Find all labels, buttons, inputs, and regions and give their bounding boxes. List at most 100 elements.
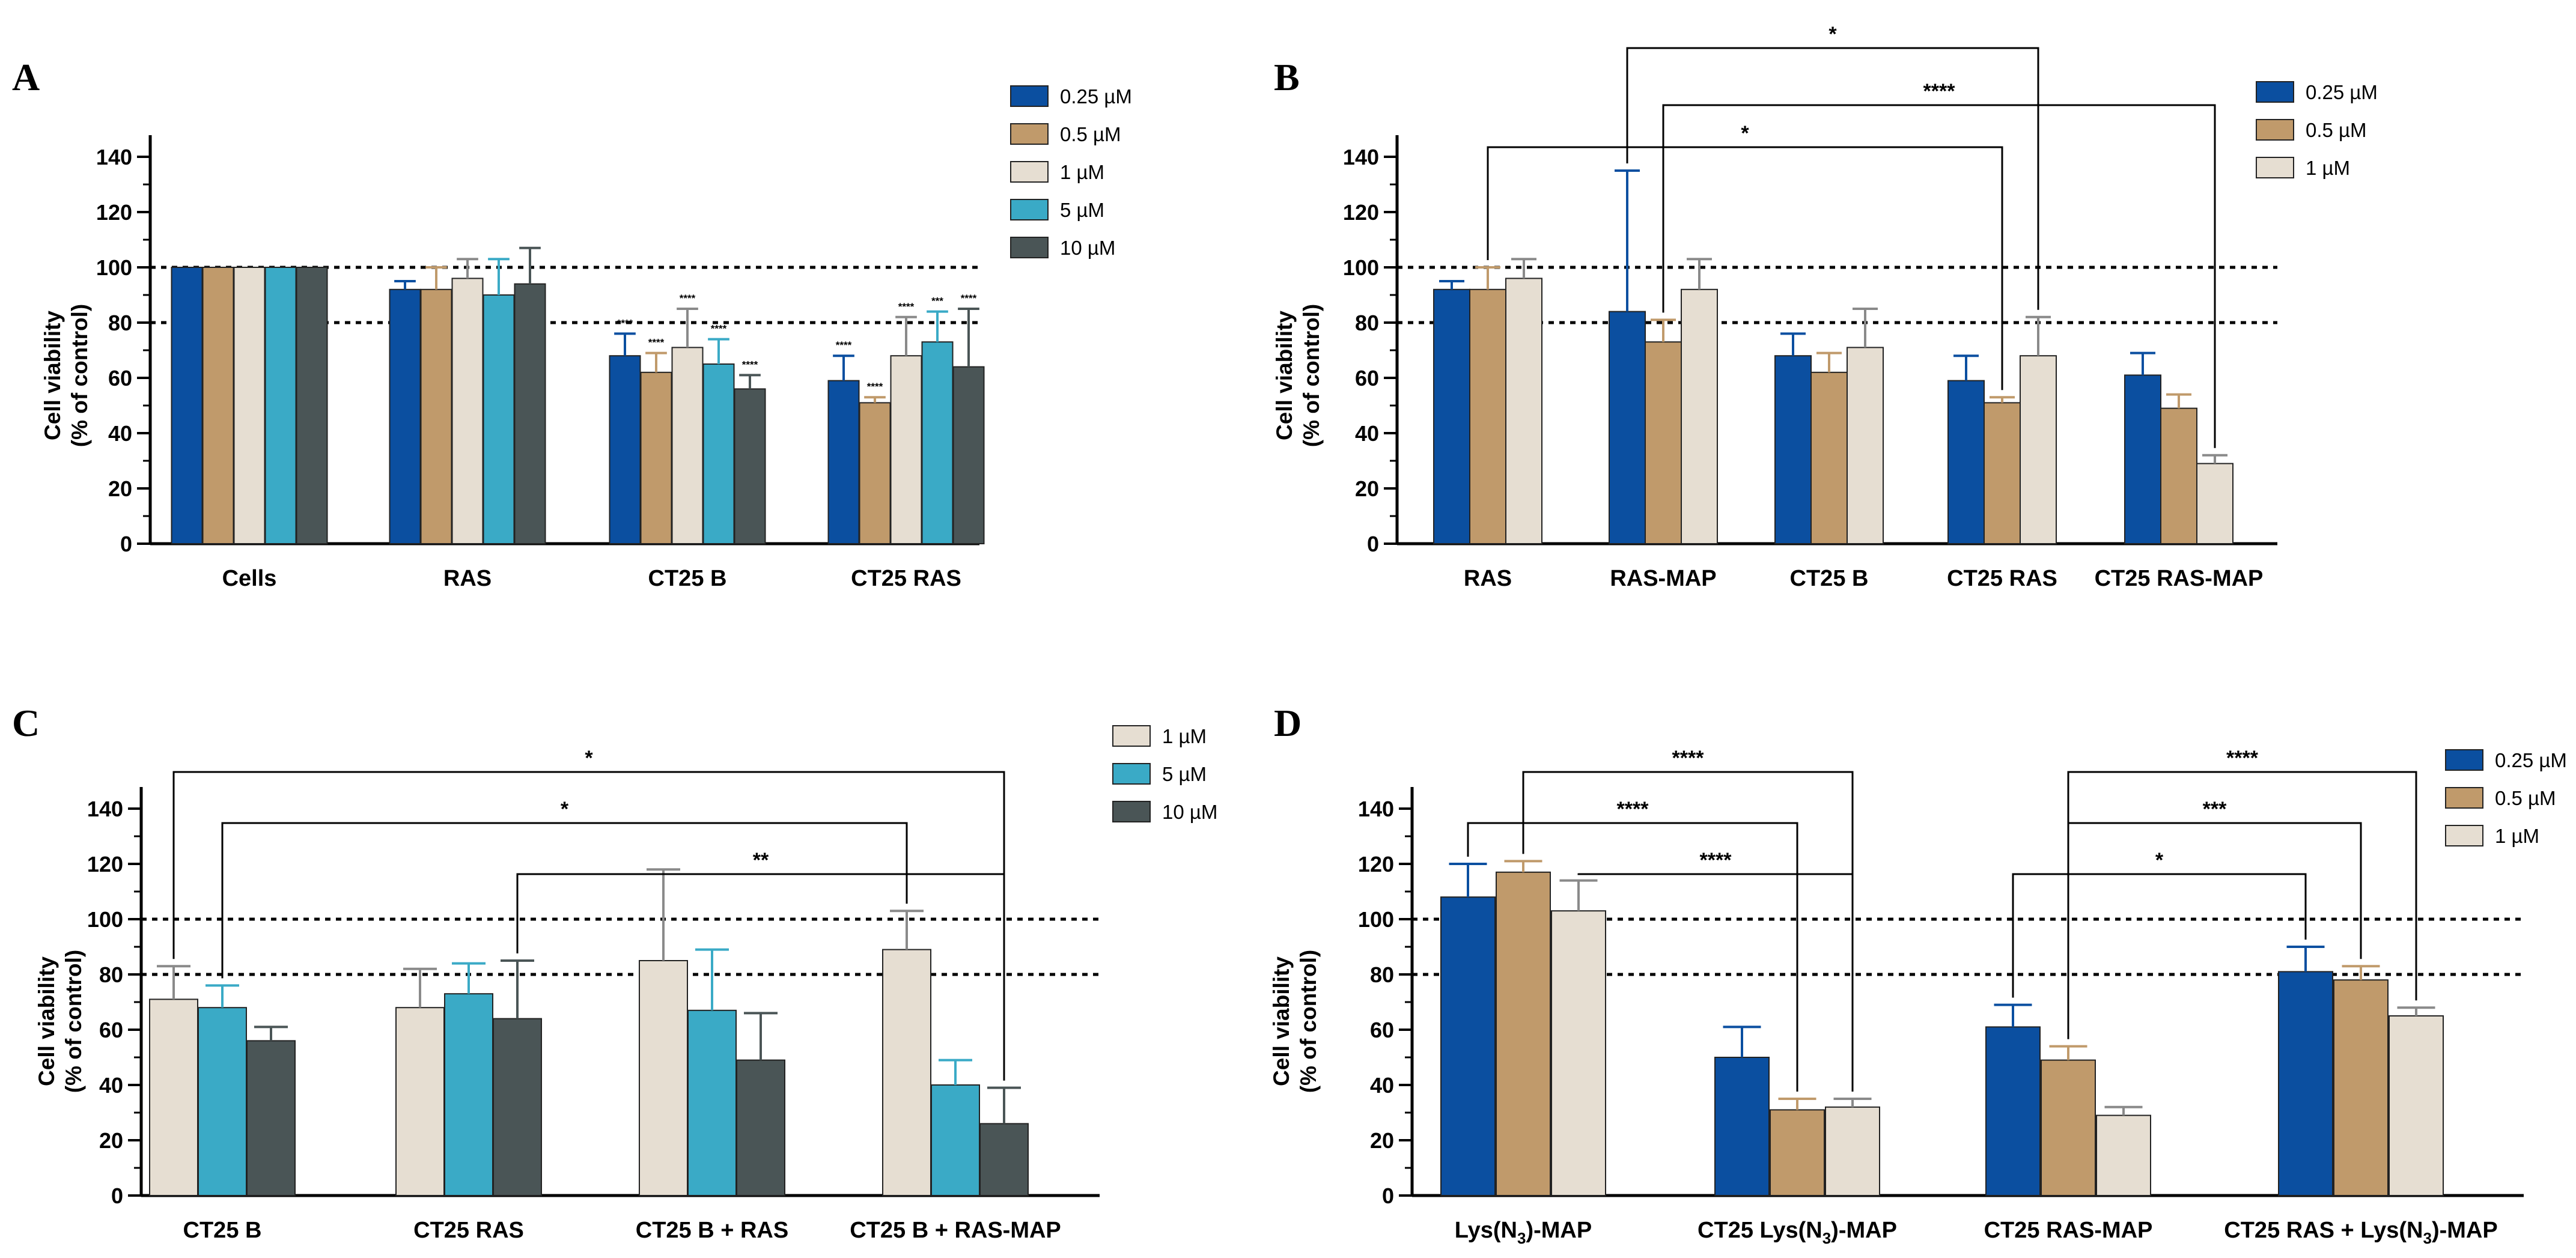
y-tick-label: 80	[99, 962, 123, 987]
bar	[1551, 910, 1606, 1196]
significance-label: *	[561, 798, 569, 821]
panel-d: D Cell viability (% of control) 0 20 40 60 80 10…	[1269, 702, 2567, 1247]
significance-bracket	[516, 873, 1005, 1081]
x-category-text: CT25 B	[183, 1218, 262, 1243]
y-tick-label: 140	[1343, 145, 1379, 169]
bar	[1847, 347, 1884, 545]
bar	[640, 371, 672, 544]
bar	[2389, 1015, 2444, 1196]
bar	[1469, 288, 1506, 544]
y-tick-label: 0	[111, 1184, 123, 1208]
x-category-text-tail: )-MAP	[1831, 1218, 1897, 1243]
significance-stars: ****	[961, 293, 977, 304]
bar	[734, 388, 766, 545]
significance-label: *	[1828, 23, 1837, 46]
y-tick-label: 80	[1370, 962, 1394, 987]
bar	[2333, 979, 2389, 1196]
legend-label: 0.5 µM	[1060, 123, 1121, 145]
legend-label: 5 µM	[1060, 199, 1104, 221]
y-tick-label: 80	[1355, 311, 1379, 335]
bar	[296, 267, 328, 544]
bar	[395, 1007, 445, 1196]
bar	[420, 288, 452, 544]
bar	[2041, 1059, 2096, 1196]
x-category-subscript: 3	[1517, 1229, 1526, 1247]
significance-bracket	[2067, 822, 2362, 1039]
bar	[736, 1059, 785, 1196]
significance-label: ****	[1672, 747, 1705, 770]
legend-swatch	[2256, 157, 2294, 178]
bar	[921, 341, 954, 544]
x-category-label: CT25 Lys(N3)-MAP	[1698, 1218, 1897, 1247]
bar	[1505, 278, 1542, 544]
x-category-label: CT25 RAS + Lys(N3)-MAP	[2224, 1218, 2497, 1247]
bar	[233, 267, 266, 544]
bar	[2196, 463, 2233, 544]
significance-stars: ****	[711, 323, 727, 335]
bar	[1609, 311, 1646, 544]
significance-label: *	[1741, 122, 1749, 145]
bar	[1985, 1026, 2041, 1197]
bar	[2160, 407, 2197, 544]
legend-swatch	[1112, 763, 1151, 785]
x-category-text: CT25 B + RAS	[636, 1218, 788, 1243]
y-tick-label: 140	[96, 145, 132, 169]
significance-stars: ****	[680, 293, 696, 304]
bar	[1810, 371, 1848, 544]
x-category-text: CT25 RAS	[1947, 566, 2057, 591]
bar	[483, 294, 515, 544]
x-category-text: CT25 B	[648, 566, 727, 591]
bar	[671, 347, 704, 545]
bar	[2124, 374, 2161, 545]
legend-label: 1 µM	[1162, 725, 1207, 747]
significance-bracket	[1626, 47, 2039, 310]
x-category-label: CT25 RAS	[1947, 566, 2057, 591]
bar	[1825, 1106, 1880, 1197]
y-tick-label: 100	[96, 255, 132, 280]
y-tick-label: 120	[87, 852, 123, 877]
y-tick-label: 40	[108, 421, 132, 446]
panel-letter: B	[1274, 56, 1300, 99]
legend-swatch	[1010, 123, 1049, 145]
legend-label: 0.25 µM	[2495, 749, 2567, 771]
legend-swatch	[1112, 801, 1151, 822]
x-category-text: CT25 B	[1790, 566, 1869, 591]
bar	[1984, 402, 2021, 545]
bar	[859, 402, 891, 545]
y-tick-label: 0	[120, 532, 132, 556]
y-tick-label: 60	[99, 1018, 123, 1042]
bar	[702, 363, 735, 544]
x-category-label: CT25 RAS-MAP	[1984, 1218, 2153, 1243]
y-tick-label: 20	[108, 476, 132, 501]
legend-swatch	[2256, 119, 2294, 141]
x-category-label: CT25 B + RAS-MAP	[850, 1218, 1061, 1243]
panel-letter: C	[12, 702, 40, 744]
y-tick-label: 80	[108, 311, 132, 335]
x-category-text: CT25 Lys(N	[1698, 1218, 1822, 1243]
bar	[149, 998, 198, 1197]
x-category-text: CT25 RAS	[851, 566, 961, 591]
x-category-text-tail: )-MAP	[2432, 1218, 2498, 1243]
significance-stars: ****	[648, 337, 665, 348]
panel-a: A Cell viability (% of control) 0 20 40 60 80 10…	[12, 56, 1132, 591]
bar	[1774, 355, 1812, 544]
bar	[1433, 288, 1470, 544]
significance-label: ****	[1617, 798, 1649, 821]
significance-bracket	[1662, 104, 2216, 448]
x-category-subscript: 3	[2423, 1229, 2431, 1247]
y-axis-label: Cell viability (% of control)	[1272, 304, 1324, 447]
x-category-label: RAS	[1464, 566, 1512, 591]
y-tick-label: 120	[96, 200, 132, 225]
legend-swatch	[2445, 825, 2483, 846]
x-category-text: CT25 B + RAS-MAP	[850, 1218, 1061, 1243]
x-category-label: Cells	[222, 566, 277, 591]
y-tick-label: 40	[99, 1073, 123, 1098]
x-category-text: RAS	[443, 566, 492, 591]
legend-label: 1 µM	[2306, 157, 2350, 179]
y-tick-label: 60	[1355, 366, 1379, 390]
y-tick-label: 60	[1370, 1018, 1394, 1042]
legend-label: 1 µM	[2495, 825, 2539, 847]
bar	[931, 1084, 980, 1196]
y-tick-label: 140	[87, 797, 123, 821]
